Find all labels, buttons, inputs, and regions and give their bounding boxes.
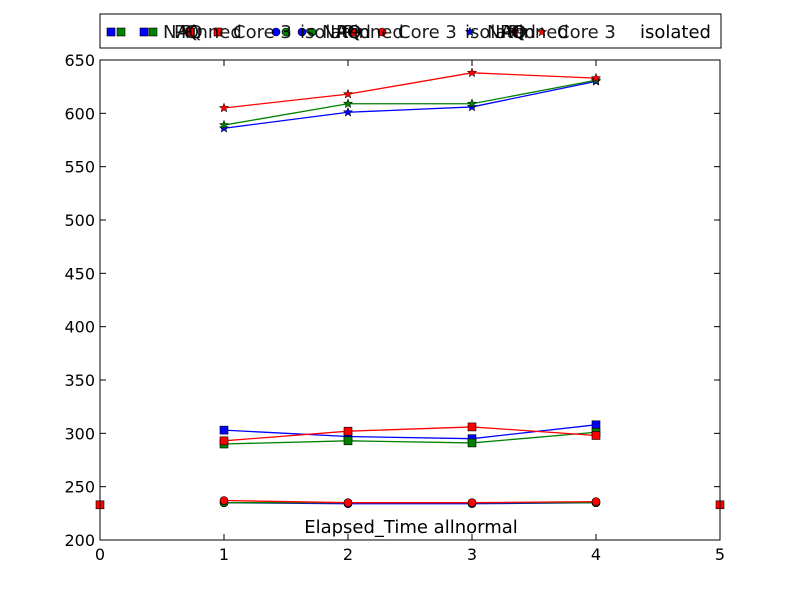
legend-circle-marker-10 [307,27,317,37]
legend-label-isolated: isolated [640,22,711,43]
plot-background [100,60,720,540]
series-6-square-marker-3 [467,422,477,432]
series-1-star-marker-1 [218,122,230,133]
legend-label-9: Core 3 [398,22,457,43]
legend-square-marker-4 [148,27,158,37]
series-line-9 [223,499,597,504]
series-line-6 [223,426,597,442]
y-tick-label-500: 500 [64,211,95,230]
series-4-square-marker-1 [219,425,229,435]
series-2-star-marker-1 [218,119,230,130]
legend-label-4: Core 3 [233,22,292,43]
y-tick-label-450: 450 [64,264,95,283]
legend-circle-marker-12 [377,27,387,37]
y-tick-label-650: 650 [64,51,95,70]
legend-square-marker-5 [185,27,195,37]
series-line-3 [223,72,597,109]
legend-frame [99,13,722,49]
series-2-star-marker-3 [466,98,478,109]
x-tick-label-1: 1 [219,545,229,564]
series-line-2 [223,79,597,126]
legend-label-6: NAQ [322,22,362,43]
y-tick-label-350: 350 [64,371,95,390]
series-1-star-marker-3 [466,101,478,112]
series-3-star-marker-4 [590,72,602,83]
legend-markers [106,26,548,37]
legend-label-3: Pinned [181,22,242,43]
series-9-circle-marker-3 [467,498,477,507]
series-9-circle-marker-4 [591,497,601,506]
legend-label-10: isolated [465,22,536,43]
legend-label-13: Pinned [508,22,569,43]
legend-label-7: PQ [336,22,361,43]
series-line-5 [223,431,597,445]
legend-label-14: Core 3 [557,22,616,43]
series-9-circle-marker-2 [343,498,353,507]
x-tick-label-4: 4 [591,545,601,564]
x-tick-label-5: 5 [715,545,725,564]
legend-star-marker-15 [536,26,548,37]
x-tick-label-2: 2 [343,545,353,564]
legend-label-12: PQ [500,22,525,43]
series-layer [218,67,602,509]
series-line-1 [223,80,597,129]
x-tick-label-0: 0 [95,545,105,564]
legend-square-marker-3 [139,27,149,37]
legend-star-marker-14 [509,26,521,37]
y-tick-label-550: 550 [64,158,95,177]
series-3-star-marker-1 [218,102,230,113]
series-9-circle-marker-1 [219,496,229,505]
legend-label-1: NAQ [163,22,203,43]
legend-circle-marker-7 [271,27,281,37]
legend-star-marker-13 [464,26,476,37]
legend-circle-marker-8 [281,27,291,37]
legend-circle-marker-9 [297,27,307,37]
y-tick-label-400: 400 [64,318,95,337]
legend-label-8: Pinned [343,22,404,43]
series-2-star-marker-2 [342,98,354,109]
legend-square-marker-2 [116,27,126,37]
legend-label-2: PQ [174,22,199,43]
legend-label-11: NAQ [487,22,527,43]
chart-title: Elapsed_Time allnormal [304,517,518,538]
plot-frame [99,59,721,541]
y-tick-label-600: 600 [64,104,95,123]
y-axis: 200 250 300 350 400 450 500 550 600 650 [64,51,720,550]
y-tick-label-250: 250 [64,478,95,497]
series-6-square-marker-2 [343,426,353,436]
series-3-star-marker-2 [342,88,354,99]
x-axis: 0 1 2 3 4 5 [95,60,725,564]
series-6-square-marker-1 [219,436,229,446]
y-tick-label-200: 200 [64,531,95,550]
series-5-square-marker-3 [467,438,477,448]
x-tick-label-3: 3 [467,545,477,564]
legend-circle-marker-11 [348,27,358,37]
series-3-star-marker-3 [466,67,478,78]
legend-square-marker-6 [213,27,223,37]
series-6-square-marker-4 [591,431,601,440]
y-tick-label-300: 300 [64,424,95,443]
series-4-square-marker-4 [591,420,601,430]
legend-square-marker-1 [106,27,116,37]
series-1-star-marker-2 [342,106,354,117]
series-5-square-marker-2 [343,436,353,446]
legend-label-5: isolated [300,22,371,43]
